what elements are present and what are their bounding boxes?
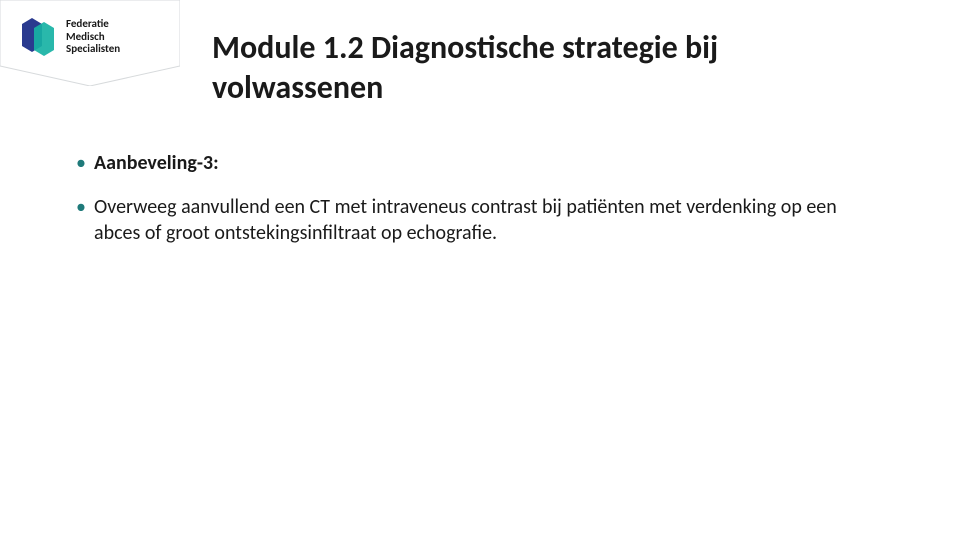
- bullet-dot-icon: •: [76, 194, 94, 246]
- content: •Aanbeveling-3:•Overweeg aanvullend een …: [76, 150, 876, 264]
- logo-content: Federatie Medisch Specialisten: [22, 18, 120, 56]
- logo-text-line3: Specialisten: [66, 43, 120, 56]
- bullet-item: •Overweeg aanvullend een CT met intraven…: [76, 194, 876, 246]
- bullet-text: Aanbeveling-3:: [94, 150, 876, 176]
- logo-text: Federatie Medisch Specialisten: [66, 18, 120, 56]
- logo-mark-icon: [22, 18, 56, 56]
- bullet-text: Overweeg aanvullend een CT met intravene…: [94, 194, 876, 246]
- bullet-dot-icon: •: [76, 150, 94, 176]
- slide: Federatie Medisch Specialisten Module 1.…: [0, 0, 960, 540]
- bullet-item: •Aanbeveling-3:: [76, 150, 876, 176]
- logo-banner: Federatie Medisch Specialisten: [0, 0, 180, 86]
- logo-text-line1: Federatie: [66, 18, 120, 31]
- page-title: Module 1.2 Diagnostische strategie bij v…: [212, 28, 892, 108]
